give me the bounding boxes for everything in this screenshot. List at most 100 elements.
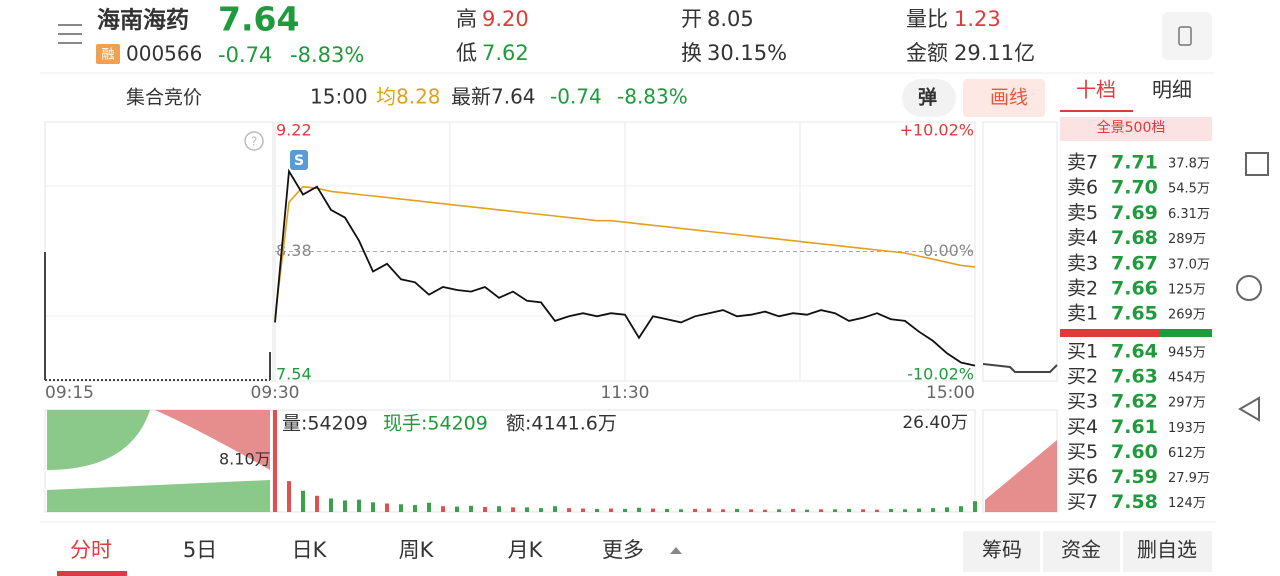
book-volume: 27.9万 [1168, 471, 1210, 486]
tab-indicator [57, 571, 127, 576]
action-button[interactable] [1123, 531, 1212, 572]
stat-value: 1.23 [954, 7, 1001, 31]
book-price: 7.63 [1111, 366, 1158, 388]
after-vol-deco [985, 440, 1057, 512]
volume-bar [805, 509, 809, 512]
menu-icon[interactable] [58, 24, 82, 44]
volume-bar [525, 507, 529, 512]
book-price: 7.65 [1111, 303, 1158, 325]
book-volume: 297万 [1168, 396, 1206, 411]
book-volume: 269万 [1168, 308, 1206, 323]
stat-label: 开 [681, 7, 702, 31]
time-label: 11:30 [601, 383, 650, 403]
tab-active[interactable]: 分时 [70, 538, 112, 562]
tab[interactable]: 月K [508, 538, 544, 562]
device-button[interactable] [1162, 12, 1212, 60]
volume-bar [497, 506, 501, 512]
book-label: 买6 [1067, 466, 1098, 488]
nav-home[interactable] [1236, 275, 1262, 301]
book-volume: 454万 [1168, 371, 1206, 386]
book-price: 7.64 [1111, 341, 1158, 363]
draw-button[interactable] [963, 79, 1045, 117]
book-price: 7.61 [1111, 416, 1158, 438]
auction-vol-deco [155, 410, 270, 470]
stock-name: 海南海药 [97, 7, 189, 34]
volume-bar [343, 500, 347, 512]
volume-bar [889, 508, 893, 512]
stock-code: 000566 [126, 42, 202, 66]
volume-bar [931, 508, 935, 512]
y-tick-label: 8.38 [276, 241, 312, 260]
help-mark: ? [251, 135, 257, 149]
more-arrow [670, 547, 682, 554]
book-label: 买5 [1067, 441, 1098, 463]
tab[interactable]: 更多 [602, 538, 644, 562]
banner-bg [1060, 117, 1212, 141]
volume-bar [539, 508, 543, 512]
volume-bar [567, 508, 571, 512]
auction-vol-label: 8.10万 [219, 450, 271, 469]
help-icon[interactable] [244, 131, 264, 151]
quote-time: 15:00 [310, 85, 368, 109]
book-label: 卖4 [1067, 227, 1098, 249]
volume-bar [413, 505, 417, 512]
volume-bar [777, 509, 781, 512]
stat-label: 金额 [906, 41, 948, 65]
signal-badge [290, 150, 308, 170]
ratio-bid [1060, 329, 1160, 337]
quote-change: -0.74 [550, 85, 602, 109]
volume-bar [469, 505, 473, 512]
y-tick-label: 9.22 [276, 121, 312, 140]
volume-bar [749, 509, 753, 512]
book-volume: 124万 [1168, 496, 1206, 511]
book-label: 卖3 [1067, 252, 1098, 274]
book-volume: 289万 [1168, 232, 1206, 247]
action-button[interactable] [1043, 531, 1120, 572]
volume-bar [609, 508, 613, 512]
popup-button[interactable] [902, 79, 956, 117]
nav-recent[interactable] [1245, 152, 1269, 176]
book-price: 7.70 [1111, 177, 1158, 199]
stat-label: 换 [681, 41, 702, 65]
tab[interactable]: 周K [399, 538, 435, 562]
time-label: 09:30 [251, 383, 300, 403]
volume-bar [875, 509, 879, 512]
book-label: 卖6 [1067, 177, 1098, 199]
pct-tick-label: 0.00% [923, 241, 974, 260]
volume-bar [581, 508, 585, 512]
vol-tick-label: 26.40万 [902, 413, 968, 433]
book-volume: 193万 [1168, 421, 1206, 436]
book-label: 买1 [1067, 341, 1098, 363]
volume-bar [357, 499, 361, 512]
volume-bar [847, 508, 851, 512]
book-price: 7.59 [1111, 466, 1158, 488]
volume-bar [665, 508, 669, 512]
book-price: 7.68 [1111, 227, 1158, 249]
book-volume: 37.0万 [1168, 257, 1210, 272]
volume-bar [819, 509, 823, 512]
book-label: 卖5 [1067, 202, 1098, 224]
after-line [982, 363, 1058, 373]
volume-bar [399, 504, 403, 512]
action-button[interactable] [963, 531, 1040, 572]
volume-bar [679, 509, 683, 512]
volume-bar [721, 509, 725, 512]
volume-bar [329, 498, 333, 512]
volume-bar [707, 508, 711, 512]
tab-detail: 明细 [1152, 78, 1192, 102]
volume-bar [651, 508, 655, 512]
tab[interactable]: 5日 [183, 538, 217, 562]
volume-bar [595, 508, 599, 512]
volume-bar [735, 508, 739, 512]
book-price: 7.58 [1111, 491, 1158, 513]
book-volume: 54.5万 [1168, 182, 1210, 197]
avg-line [274, 185, 976, 318]
change-pct: -8.83% [290, 43, 364, 67]
volume-bar [315, 495, 319, 512]
tab[interactable]: 日K [292, 538, 328, 562]
volume-info: 量:54209 [282, 413, 368, 435]
volume-bar [903, 509, 907, 512]
nav-back[interactable] [1238, 396, 1260, 422]
